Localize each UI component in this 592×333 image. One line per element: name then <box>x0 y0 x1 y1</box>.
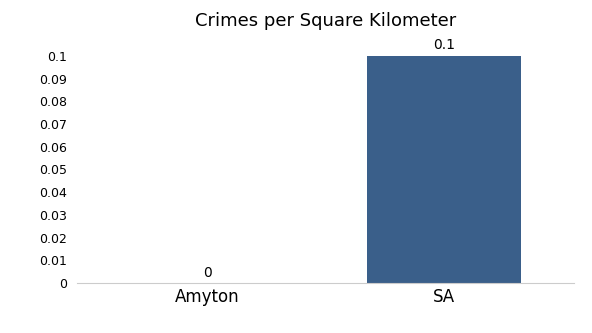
Title: Crimes per Square Kilometer: Crimes per Square Kilometer <box>195 12 456 30</box>
Text: 0.1: 0.1 <box>433 38 455 53</box>
Bar <box>367 56 521 283</box>
Text: 0: 0 <box>203 266 211 280</box>
